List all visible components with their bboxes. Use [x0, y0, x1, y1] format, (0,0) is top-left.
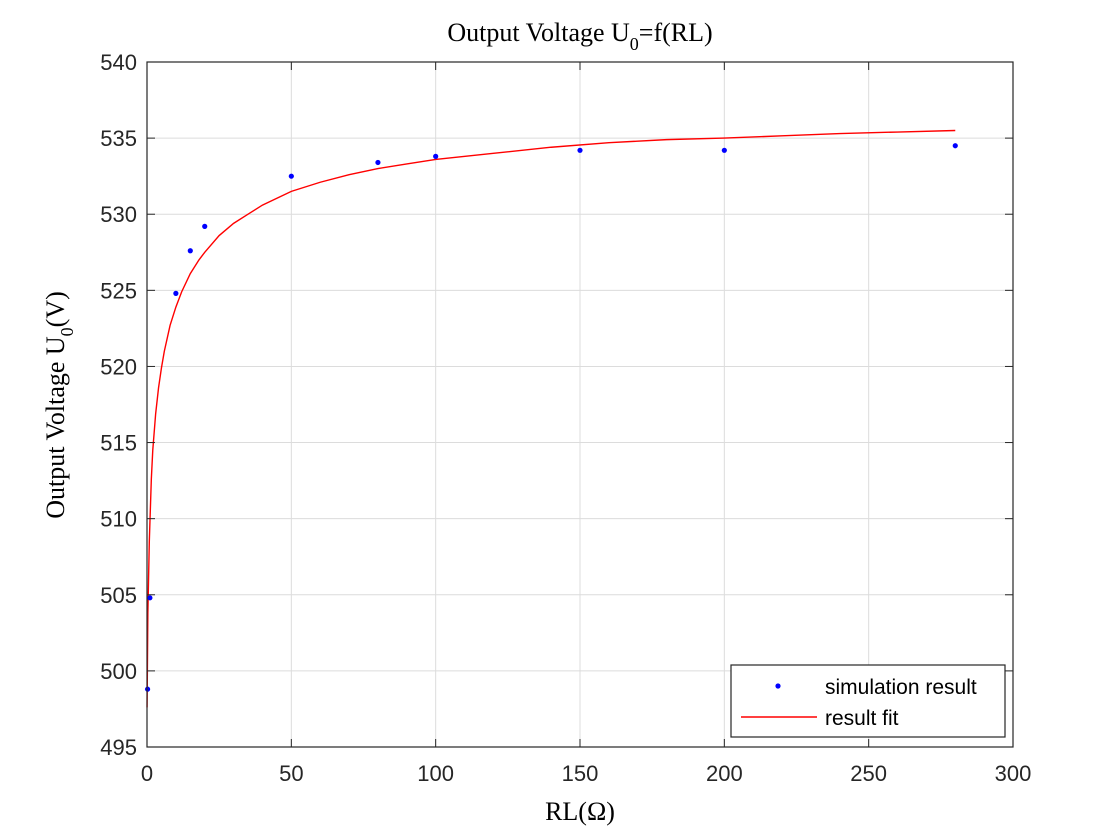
y-tick-label: 495: [100, 735, 137, 760]
tick-labels: 0 50 100 150 200 250 300 495 500 505 510 515 520 525 5…: [100, 50, 1031, 786]
legend-box: [730, 664, 1006, 738]
data-point: [288, 173, 294, 179]
y-axis-label-main: Output Voltage U: [41, 336, 70, 519]
data-point: [433, 153, 439, 159]
fit-curve: [146, 129, 956, 708]
legend-label-fit: result fit: [825, 707, 899, 730]
legend: simulation result result fit: [730, 664, 1006, 738]
y-tick-label: 505: [100, 583, 137, 608]
x-tick-label: 50: [279, 761, 303, 786]
data-point: [721, 147, 727, 153]
chart-title-main: Output Voltage U: [447, 18, 630, 47]
x-tick-label: 100: [417, 761, 454, 786]
legend-marker-simulation: [775, 683, 781, 689]
data-point: [952, 143, 958, 149]
y-tick-label: 515: [100, 431, 137, 456]
y-axis-label-subscript: 0: [57, 327, 77, 336]
y-tick-label: 540: [100, 50, 137, 75]
x-tick-label: 150: [562, 761, 599, 786]
chart-title-suffix: =f(RL): [639, 18, 713, 47]
x-axis-label: RL(Ω): [545, 797, 615, 826]
data-point: [577, 147, 583, 153]
x-tick-label: 200: [706, 761, 743, 786]
y-tick-label: 525: [100, 278, 137, 303]
x-tick-label: 0: [141, 761, 153, 786]
legend-label-simulation: simulation result: [825, 676, 977, 699]
marker-layer: [144, 143, 958, 692]
y-tick-label: 500: [100, 659, 137, 684]
y-tick-label: 510: [100, 507, 137, 532]
y-axis-label: Output Voltage U0(V): [41, 291, 77, 519]
data-point: [147, 595, 153, 601]
data-point: [173, 290, 179, 296]
data-point: [187, 248, 193, 254]
data-point: [202, 223, 208, 229]
ticks: [146, 61, 1014, 748]
data-point: [375, 159, 381, 166]
chart-title: Output Voltage U0=f(RL): [447, 18, 712, 54]
y-axis-label-suffix: (V): [41, 291, 70, 327]
x-tick-label: 250: [850, 761, 887, 786]
y-tick-label: 520: [100, 354, 137, 379]
y-tick-label: 530: [100, 202, 137, 227]
x-tick-label: 300: [995, 761, 1032, 786]
fit-layer: [146, 129, 956, 708]
y-tick-label: 535: [100, 126, 137, 151]
chart-title-subscript: 0: [630, 34, 639, 54]
